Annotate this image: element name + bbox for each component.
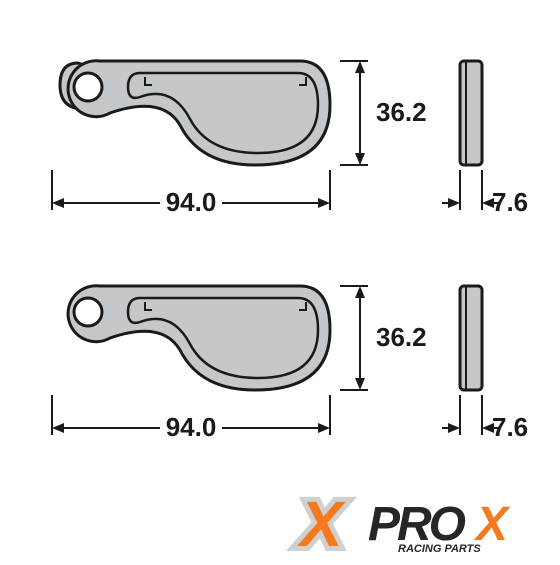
thickness-profile: 7.6 xyxy=(442,286,528,442)
pad-group-bottom: 94.0 36.2 7.6 xyxy=(52,286,528,442)
brake-pad-body xyxy=(68,286,330,390)
height-value: 36.2 xyxy=(376,322,427,352)
height-dimension: 36.2 xyxy=(340,286,427,390)
width-dimension: 94.0 xyxy=(52,170,330,217)
pad-group-top: 94.0 36.2 7.6 xyxy=(52,61,528,217)
logo-x-icon: X X xyxy=(297,488,346,560)
diagram-canvas: 94.0 36.2 7.6 xyxy=(0,0,560,560)
logo-text: PROX PRO X RACING PARTS xyxy=(368,498,511,555)
mounting-hole xyxy=(74,73,102,101)
thickness-profile: 7.6 xyxy=(442,61,528,217)
thickness-value: 7.6 xyxy=(492,187,528,217)
width-value: 94.0 xyxy=(166,412,217,442)
height-value: 36.2 xyxy=(376,97,427,127)
mounting-hole xyxy=(74,298,102,326)
logo-subtitle: RACING PARTS xyxy=(398,543,481,555)
width-dimension: 94.0 xyxy=(52,395,330,442)
width-value: 94.0 xyxy=(166,187,217,217)
svg-text:X: X xyxy=(297,488,346,560)
thickness-value: 7.6 xyxy=(492,412,528,442)
brake-pad-body xyxy=(68,61,330,165)
height-dimension: 36.2 xyxy=(340,61,427,165)
